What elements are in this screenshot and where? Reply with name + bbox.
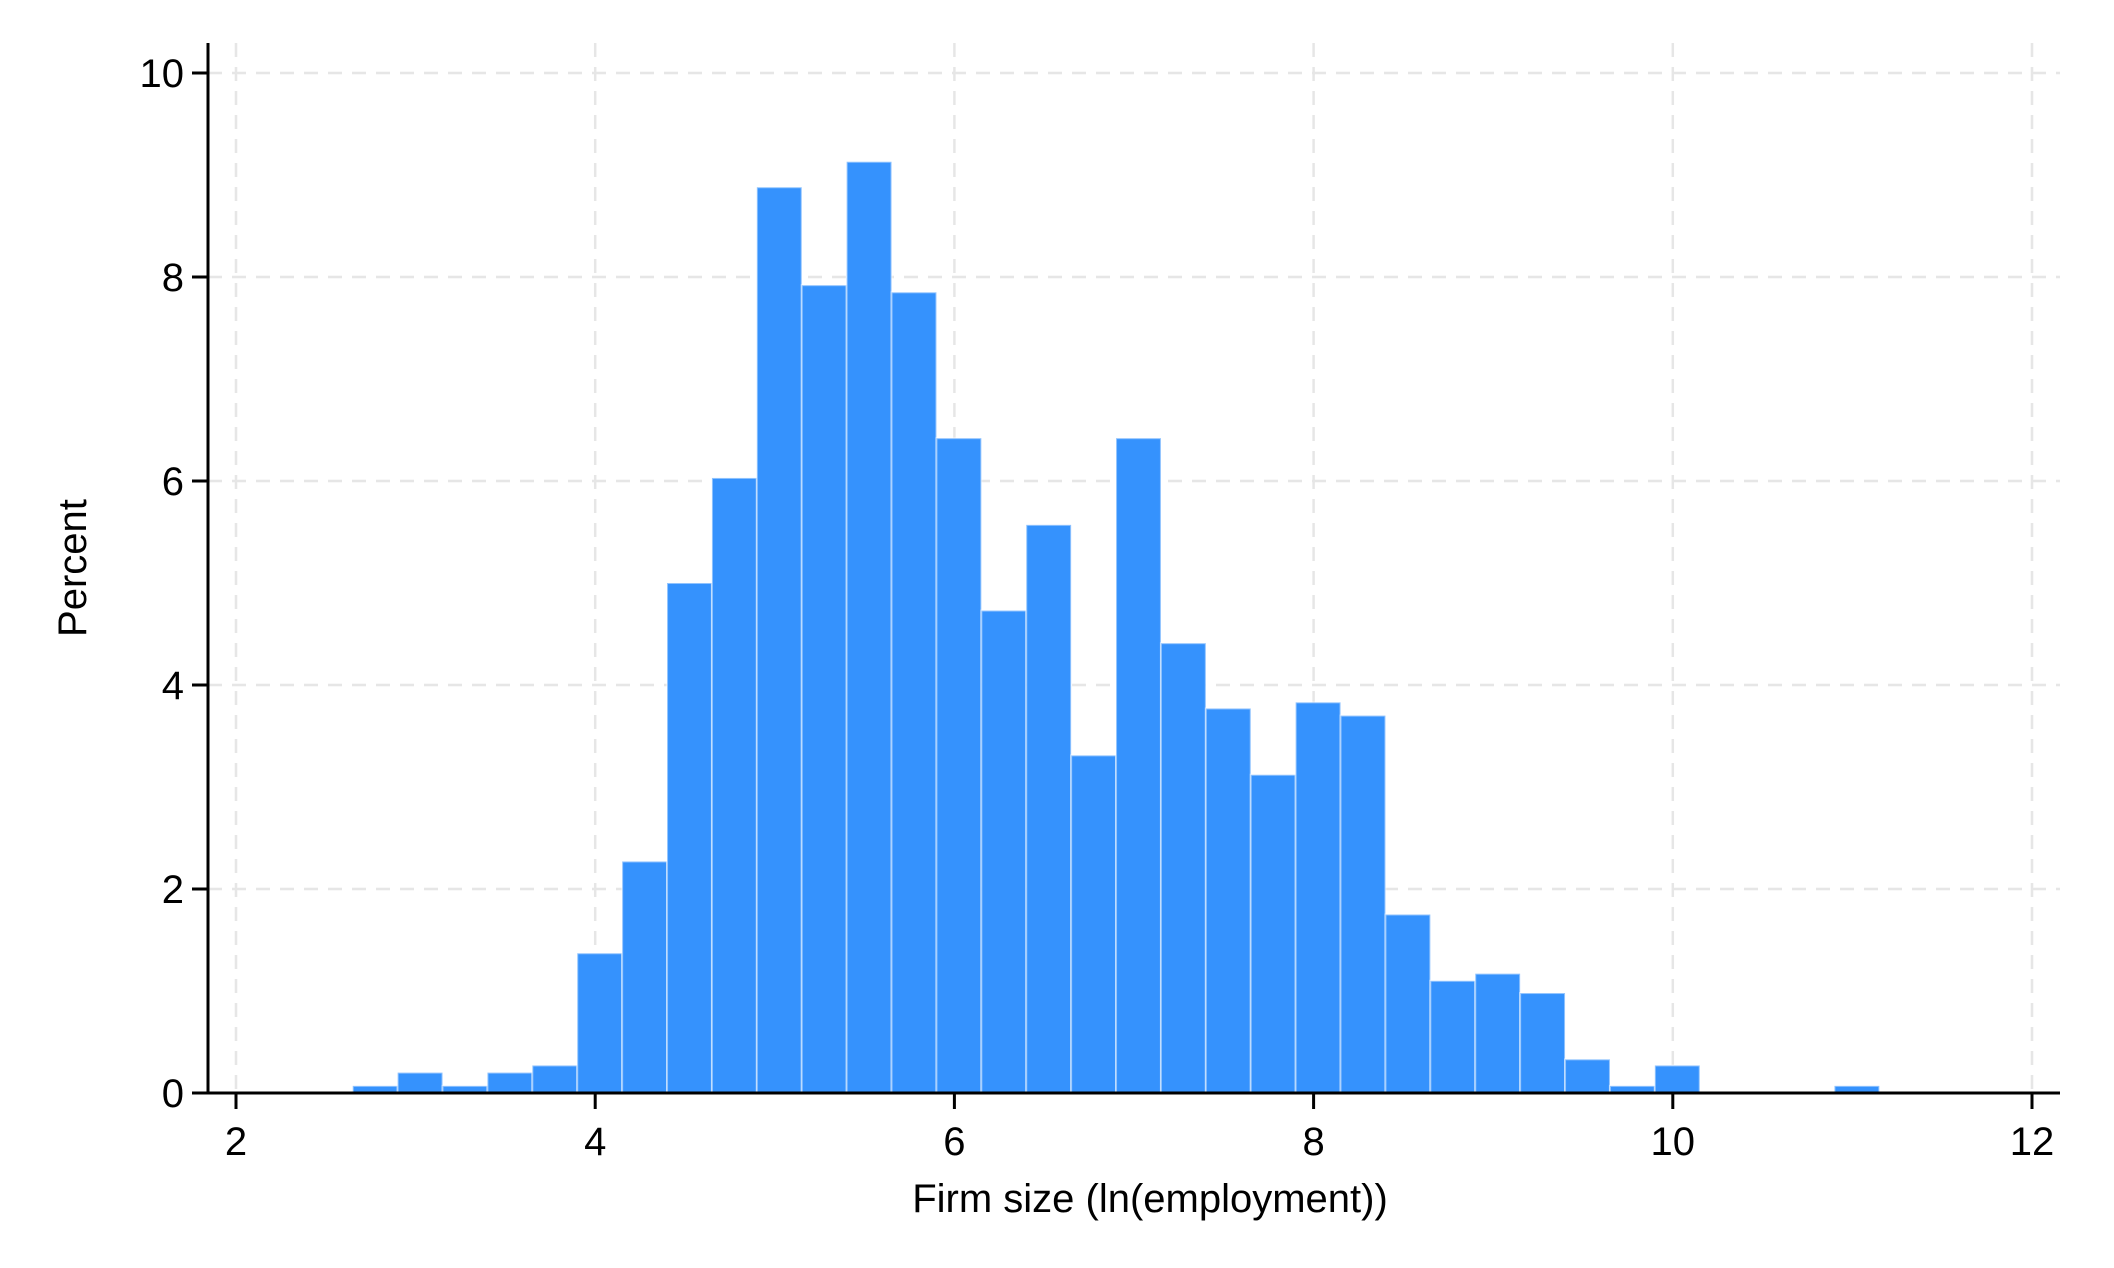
histogram-bar — [1564, 1058, 1611, 1094]
histogram-bar — [1204, 707, 1252, 1095]
x-tick-label: 10 — [1651, 1120, 1696, 1164]
axes — [206, 43, 2060, 1095]
histogram-bar — [800, 284, 848, 1095]
histogram-bar — [935, 437, 983, 1095]
histogram-bar — [890, 291, 938, 1094]
histogram-bar — [1294, 701, 1342, 1095]
y-tick-label: 8 — [162, 256, 184, 300]
histogram-bar — [621, 860, 669, 1095]
x-tick-label: 4 — [584, 1120, 606, 1164]
histogram-bar — [1429, 979, 1477, 1094]
y-tick-label: 0 — [162, 1072, 184, 1116]
histogram-bar — [1339, 714, 1387, 1094]
y-tick-label: 10 — [140, 52, 185, 96]
histogram-bar — [1115, 437, 1162, 1095]
histogram-bar — [1249, 773, 1297, 1094]
histogram-bar — [1519, 992, 1567, 1094]
histogram-bar — [1384, 913, 1432, 1094]
histogram-bars — [351, 160, 1881, 1095]
histogram-bar — [1653, 1064, 1701, 1094]
x-tick-label: 6 — [943, 1120, 965, 1164]
histogram-bar — [1070, 754, 1118, 1094]
histogram-bar — [576, 952, 624, 1095]
y-tick-label: 4 — [162, 664, 184, 708]
histogram-bar — [666, 582, 713, 1094]
histogram-bar — [755, 186, 803, 1095]
x-tick-label: 2 — [225, 1120, 247, 1164]
y-tick-label: 2 — [162, 868, 184, 912]
histogram-bar — [980, 609, 1028, 1094]
histogram-bar — [710, 476, 758, 1094]
histogram-bar — [531, 1064, 579, 1094]
histogram-bar — [486, 1071, 534, 1094]
histogram-bar — [1474, 972, 1522, 1094]
histogram-bar — [1159, 642, 1207, 1094]
histogram-bar — [1025, 523, 1073, 1094]
histogram-bar — [845, 160, 893, 1095]
x-tick-label: 8 — [1302, 1120, 1324, 1164]
y-tick-label: 6 — [162, 460, 184, 504]
y-axis-title: Percent — [51, 499, 95, 637]
x-axis-title: Firm size (ln(employment)) — [912, 1177, 1388, 1221]
x-tick-label: 12 — [2010, 1120, 2055, 1164]
histogram-bar — [396, 1071, 444, 1094]
